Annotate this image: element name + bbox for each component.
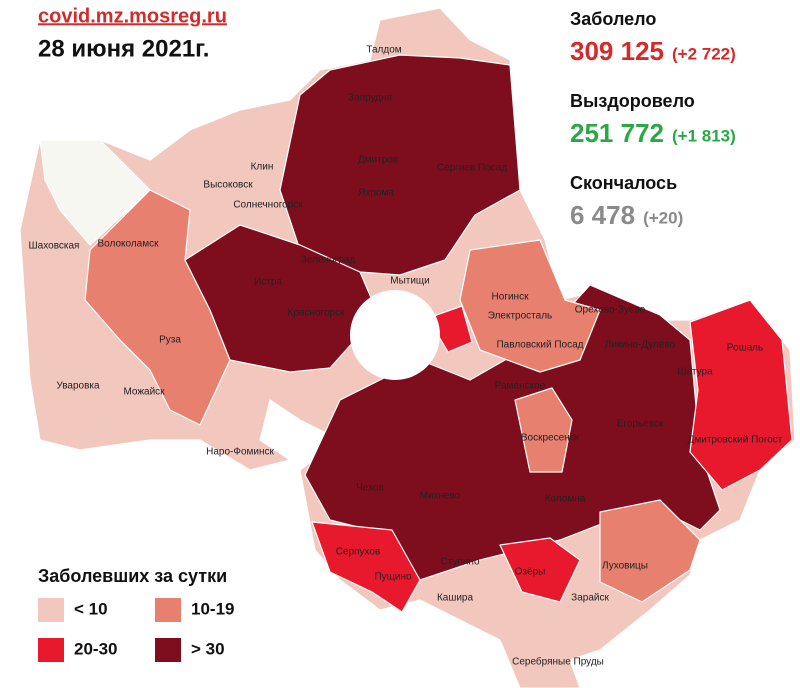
stat-delta: (+1 813) xyxy=(672,126,736,145)
city-label: Яхрома xyxy=(358,188,394,199)
city-label: Запрудня xyxy=(348,93,392,104)
city-label: Руза xyxy=(159,335,181,346)
city-label: Уваровка xyxy=(56,381,100,392)
stat-label: Скончалось xyxy=(570,173,677,193)
stat-value: 309 125 xyxy=(570,36,664,66)
map xyxy=(19,7,796,688)
city-label: Чехов xyxy=(356,483,384,494)
legend-swatch xyxy=(155,638,181,662)
region xyxy=(311,521,421,613)
city-label: Сергиев Посад xyxy=(437,163,508,174)
legend-swatch xyxy=(38,638,64,662)
region xyxy=(184,224,373,373)
city-label: Кашира xyxy=(437,593,474,604)
stat-value: 251 772 xyxy=(570,118,664,148)
city-label: Зеленоград xyxy=(301,255,356,266)
stat-label: Заболело xyxy=(570,9,656,29)
city-label: Серебряные Пруды xyxy=(512,656,604,668)
city-label: Коломна xyxy=(545,494,586,505)
city-label: Шаховская xyxy=(29,241,80,252)
city-label: Наро-Фоминск xyxy=(206,447,274,458)
city-label: Ногинск xyxy=(492,292,530,303)
legend: < 10 10-19 20-30 > 30 xyxy=(38,598,234,662)
stat-delta: (+20) xyxy=(643,208,683,227)
stat-delta: (+2 722) xyxy=(672,44,736,63)
site: covid.mz.mosreg.ru xyxy=(38,5,227,27)
city-label: Ступино xyxy=(441,557,480,568)
city-label: Пущино xyxy=(374,572,412,583)
city-label: Рошаль xyxy=(727,343,763,354)
city-label: Павловский Посад xyxy=(496,340,583,351)
city-label: Клин xyxy=(251,162,274,173)
region xyxy=(499,537,581,603)
city-label: Воскресенск xyxy=(521,433,580,444)
city-label: Луховицы xyxy=(602,561,648,572)
city-label: Волоколамск xyxy=(98,239,160,250)
city-label: Красногорск xyxy=(288,308,346,319)
legend-label: 10-19 xyxy=(191,599,234,618)
city-label: Озёры xyxy=(515,567,546,578)
city-label: Серпухов xyxy=(336,547,381,558)
region xyxy=(599,499,701,603)
legend-swatch xyxy=(155,598,181,622)
city-label: Можайск xyxy=(123,387,165,398)
legend-label: 20-30 xyxy=(74,639,117,658)
legend-swatch xyxy=(38,598,64,622)
moscow xyxy=(350,290,440,380)
legend-label: < 10 xyxy=(74,599,108,618)
region xyxy=(427,305,473,353)
stat-value: 6 478 xyxy=(570,200,635,230)
region xyxy=(39,139,151,246)
city-label: Дмитров xyxy=(358,155,398,166)
legend-title: Заболевших за сутки xyxy=(38,566,227,586)
region xyxy=(459,239,601,373)
city-label: Орехово-Зуево xyxy=(575,305,646,316)
city-label: Истра xyxy=(254,277,282,288)
region xyxy=(689,299,793,491)
city-label: Раменское xyxy=(495,381,546,392)
city-label: Электросталь xyxy=(488,311,553,322)
stats: Заболело 309 125 (+2 722) Выздоровело 251 77… xyxy=(570,9,736,230)
region xyxy=(84,189,231,426)
city-label: Егорьевск xyxy=(617,419,664,430)
city-label: Высоковск xyxy=(203,180,253,191)
city-label: Михнево xyxy=(420,491,461,502)
map-labels: Талдом Запрудня Дмитров Сергиев Посад Яхрома… xyxy=(29,45,783,668)
city-label: Талдом xyxy=(366,45,401,56)
city-label: Ликино-Дулёво xyxy=(605,340,676,351)
city-label: Мытищи xyxy=(390,276,430,287)
city-label: Солнечногорск xyxy=(233,200,303,211)
city-label: Шатура xyxy=(677,367,713,378)
legend-label: > 30 xyxy=(191,639,225,658)
city-label: Зарайск xyxy=(571,593,609,604)
region xyxy=(514,387,573,473)
stat-label: Выздоровело xyxy=(570,91,695,111)
city-label: Дмитровский Погост xyxy=(688,435,783,446)
date: 28 июня 2021г. xyxy=(38,35,209,62)
